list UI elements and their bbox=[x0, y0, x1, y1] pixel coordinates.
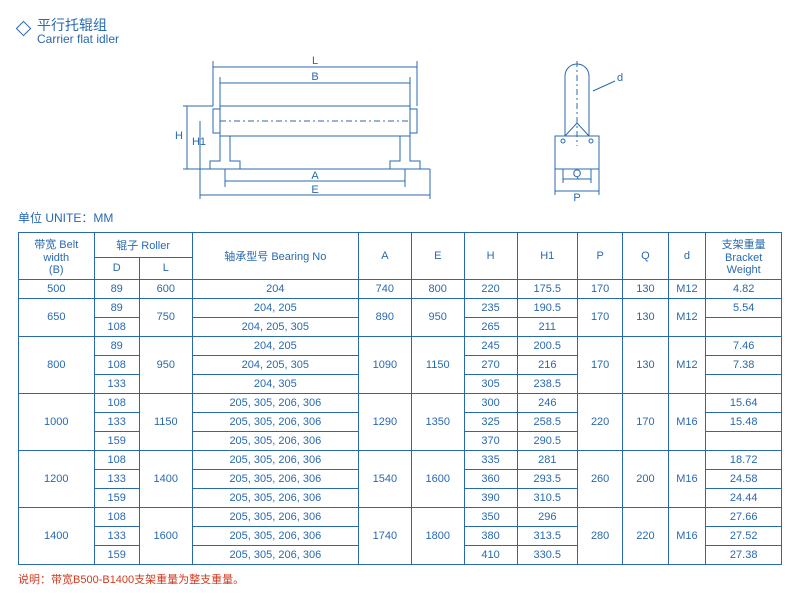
table-row: 10001081150205, 305, 206, 30612901350300… bbox=[19, 393, 782, 412]
footnote: 说明：带宽B500-B1400支架重量为整支重量。 bbox=[18, 571, 782, 587]
dim-A: A bbox=[311, 170, 319, 182]
th-P: P bbox=[577, 232, 622, 279]
th-D: D bbox=[94, 258, 139, 279]
dim-E: E bbox=[311, 184, 318, 196]
dim-d: d bbox=[617, 72, 623, 84]
unit-line: 单位 UNITE：MM bbox=[18, 209, 782, 226]
th-A: A bbox=[358, 232, 411, 279]
th-roller: 辊子 Roller bbox=[94, 232, 192, 258]
table-row: 80089950204, 20510901150245200.5170130M1… bbox=[19, 336, 782, 355]
title-cn: 平行托辊组 bbox=[37, 18, 119, 33]
diagram-side: L B A E H H1 bbox=[165, 51, 455, 201]
th-L: L bbox=[139, 258, 192, 279]
title-en: Carrier flat idler bbox=[37, 33, 119, 46]
table-row: 14001081600205, 305, 206, 30617401800350… bbox=[19, 507, 782, 526]
table-row: 50089600204740800220175.5170130M124.82 bbox=[19, 279, 782, 298]
th-H: H bbox=[464, 232, 517, 279]
th-bracket: 支架重量Bracket Weight bbox=[706, 232, 782, 279]
spec-table: 带宽 Belt width(B) 辊子 Roller 轴承型号 Bearing … bbox=[18, 232, 782, 565]
dim-Q: Q bbox=[573, 168, 582, 180]
diagram-front: d Q P bbox=[515, 51, 635, 201]
th-bearing: 轴承型号 Bearing No bbox=[192, 232, 358, 279]
th-Q: Q bbox=[623, 232, 668, 279]
dim-H1: H1 bbox=[192, 136, 206, 148]
table-row: 12001081400205, 305, 206, 30615401600335… bbox=[19, 450, 782, 469]
dim-P: P bbox=[573, 192, 580, 201]
diamond-icon bbox=[16, 21, 32, 37]
page-title: 平行托辊组 Carrier flat idler bbox=[18, 18, 782, 47]
dim-B: B bbox=[311, 71, 318, 83]
dim-H: H bbox=[175, 130, 183, 142]
dim-L: L bbox=[312, 55, 318, 67]
th-E: E bbox=[411, 232, 464, 279]
diagram-row: L B A E H H1 d Q P bbox=[18, 51, 782, 201]
table-row: 65089750204, 205890950235190.5170130M125… bbox=[19, 298, 782, 317]
th-H1: H1 bbox=[517, 232, 577, 279]
th-belt-width: 带宽 Belt width(B) bbox=[19, 232, 95, 279]
th-d: d bbox=[668, 232, 706, 279]
